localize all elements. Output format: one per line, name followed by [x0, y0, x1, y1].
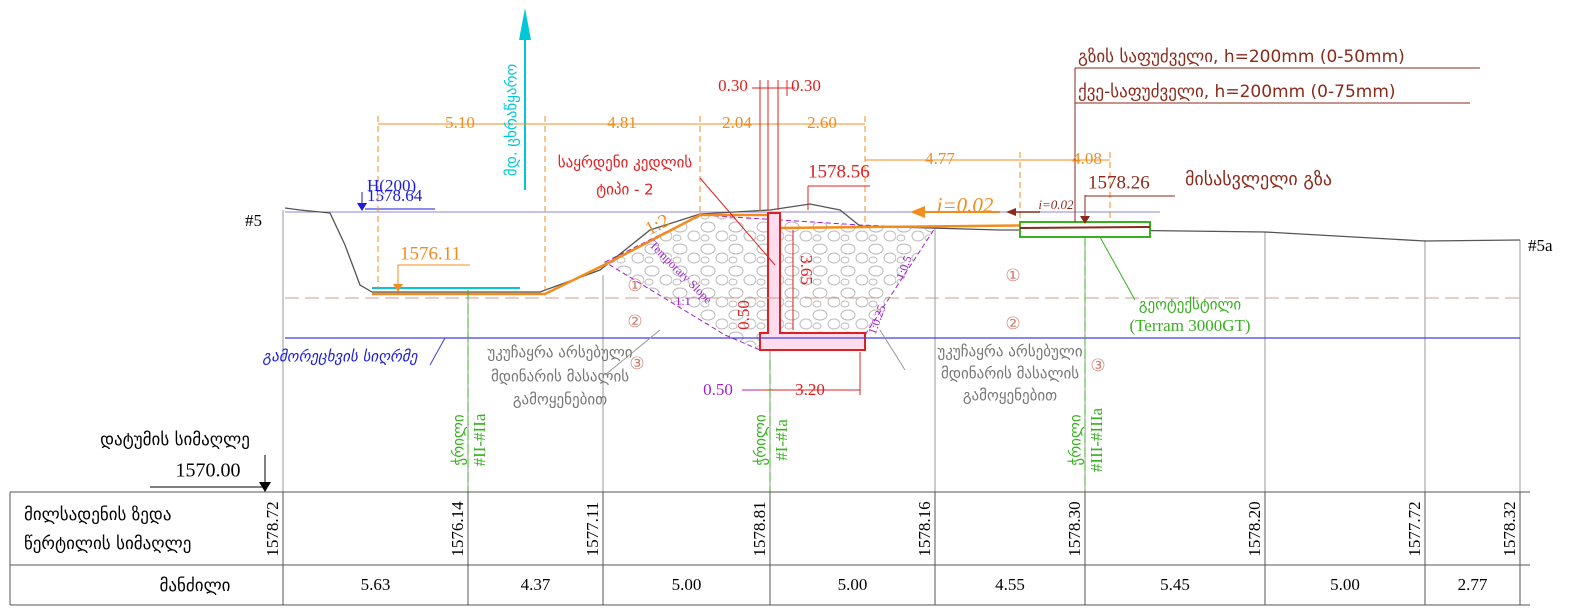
backfill: მდინარის მასალის	[491, 368, 629, 386]
cut-word: ჭრილი	[1067, 414, 1085, 465]
distance: 5.63	[361, 575, 391, 594]
elevation: 1576.14	[448, 501, 467, 557]
dimension: 0.30	[791, 76, 821, 95]
dimension: 0.30	[718, 76, 748, 95]
layout	[9, 8, 1530, 606]
geotextile: გეოტექსტილი	[1139, 296, 1242, 314]
elevation: 1578.72	[263, 501, 282, 556]
distance: 5.00	[838, 575, 868, 594]
layer-number: ③	[1090, 356, 1105, 375]
river-name: მდ. ცხრაწყარო	[503, 64, 521, 177]
layer-number: ③	[629, 354, 644, 373]
backfill: გამოყენებით	[513, 391, 607, 409]
wall-label: ტიპი - 2	[596, 181, 653, 199]
layer-number: ②	[1005, 314, 1020, 333]
elevation: 1577.11	[583, 502, 602, 557]
grade: i=0.02	[937, 193, 994, 217]
cut-id: #I-#Ia	[772, 419, 791, 461]
wall-label: საყრდენი კედლის	[558, 154, 693, 172]
table-header: წერტილის სიმაღლე	[24, 534, 191, 554]
road-level: 1578.26	[1088, 172, 1150, 193]
dimension: 0.50	[734, 300, 753, 330]
elevation: 1577.72	[1405, 501, 1424, 556]
cut-word: ჭრილი	[450, 414, 468, 465]
cut-word: ჭრილი	[752, 414, 770, 465]
road-subbase: ქვე-საფუძველი, h=200mm (0-75mm)	[1078, 82, 1396, 102]
distance: 5.45	[1160, 575, 1190, 594]
distance: 4.37	[521, 575, 551, 594]
datum-value: 1570.00	[176, 460, 241, 482]
dimension: 2.60	[807, 113, 837, 132]
layer-number: ①	[627, 276, 642, 295]
distance: 2.77	[1458, 575, 1488, 594]
dimension: 4.08	[1072, 149, 1102, 168]
geotextile: (Terram 3000GT)	[1129, 316, 1250, 335]
backfill: გამოყენებით	[963, 387, 1057, 405]
backfill: უკუჩაყრა არსებული	[937, 343, 1082, 361]
elevation: 1578.30	[1065, 501, 1084, 556]
backfill: მდინარის მასალის	[941, 365, 1079, 383]
dimension: 0.50	[703, 380, 733, 399]
dimension: 4.77	[925, 149, 955, 168]
grade: i=0.02	[1038, 197, 1074, 212]
road-name: მისასვლელი გზა	[1185, 169, 1332, 190]
cut-id: #II-#IIa	[470, 413, 489, 466]
distance: 5.00	[1330, 575, 1360, 594]
bed-level: 1576.11	[400, 243, 461, 264]
water-label: H(200)	[367, 176, 416, 195]
layer-number: ①	[1005, 266, 1020, 285]
distance: 5.00	[672, 575, 702, 594]
slope: 1:1	[675, 294, 690, 308]
section-mark: #5a	[1528, 236, 1553, 255]
scour-label: გამორეცხვის სიღრმე	[263, 348, 419, 366]
elevation: 1578.16	[915, 501, 934, 556]
layer-number: ②	[627, 312, 642, 331]
dimension: 4.81	[607, 113, 637, 132]
dimension: 3.65	[797, 255, 816, 285]
table-header: მანძილი	[160, 576, 231, 596]
water-level: 1578.64	[367, 186, 423, 205]
dimension: 3.20	[795, 380, 825, 399]
elevation: 1578.81	[750, 501, 769, 556]
dimension: 2.04	[722, 113, 752, 132]
datum-label: დატუმის სიმაღლე	[100, 430, 250, 450]
elevation: 1578.32	[1500, 501, 1519, 556]
elevation: 1578.20	[1245, 501, 1264, 556]
wall-top-level: 1578.56	[808, 161, 870, 182]
distance: 4.55	[995, 575, 1025, 594]
section-mark: #5	[245, 211, 262, 230]
dimension: 5.10	[445, 113, 475, 132]
table-header: მილსადენის ზედა	[24, 505, 171, 525]
road-base: გზის საფუძველი, h=200mm (0-50mm)	[1078, 47, 1405, 67]
cut-id: #III-#IIIa	[1087, 407, 1106, 472]
backfill: უკუჩაყრა არსებული	[487, 344, 632, 362]
